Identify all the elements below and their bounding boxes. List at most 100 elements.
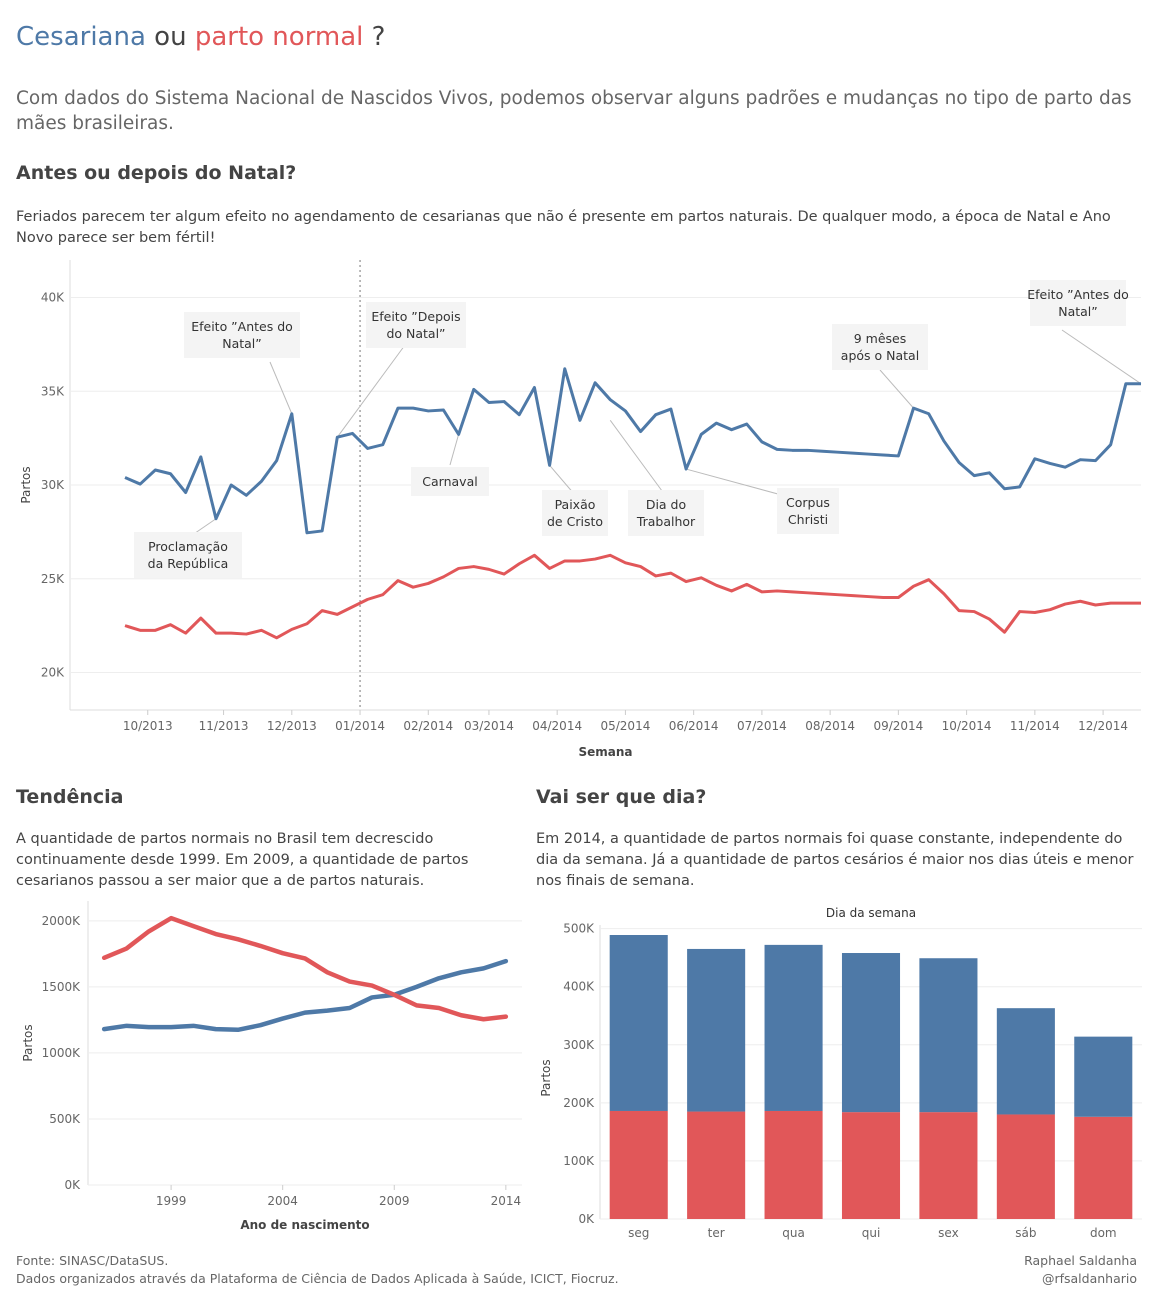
y-tick-label: 1000K	[42, 1046, 82, 1060]
bar-normal-qui	[841, 1112, 901, 1219]
annotation-text: Proclamação	[148, 539, 228, 554]
annotation-text: Dia do	[646, 497, 686, 512]
x-tick-label: 03/2014	[464, 719, 514, 733]
annotation-text: 9 mêses	[854, 331, 907, 346]
annotation-text: Trabalhor	[636, 514, 696, 529]
annotation-leader	[609, 420, 666, 496]
chart-title: Dia da semana	[826, 906, 916, 920]
annotation-leader	[336, 344, 406, 438]
annotation-text: Natal”	[222, 336, 262, 351]
series-line-normal	[101, 915, 509, 1022]
title-ou: ou	[145, 22, 195, 52]
y-tick-label: 200K	[563, 1096, 595, 1110]
annotation-box	[134, 532, 242, 578]
annotation-text: Efeito ”Depois	[371, 309, 460, 324]
page-title: Cesariana ou parto normal ?	[16, 22, 385, 52]
y-axis-title: Partos	[21, 1024, 35, 1061]
annotation-box	[411, 467, 489, 496]
x-tick-label: 11/2014	[1010, 719, 1060, 733]
annotation-box	[366, 302, 466, 348]
footer-source: Fonte: SINASC/DataSUS. Dados organizados…	[16, 1252, 619, 1288]
x-tick-label: ter	[708, 1226, 725, 1240]
annotation-text: Efeito ”Antes do	[191, 319, 293, 334]
annotation-text: após o Natal	[841, 348, 919, 363]
annotation-box	[184, 312, 300, 358]
section-title-weekly: Antes ou depois do Natal?	[16, 162, 297, 184]
x-tick-label: qui	[862, 1226, 881, 1240]
y-tick-label: 300K	[563, 1038, 595, 1052]
author-handle: @rfsaldanhario	[1041, 1271, 1137, 1286]
y-tick-label: 100K	[563, 1154, 595, 1168]
y-tick-label: 400K	[563, 980, 595, 994]
x-tick-label: 2014	[491, 1194, 522, 1208]
annotation-box	[1030, 280, 1126, 326]
author-name: Raphael Saldanha	[1024, 1253, 1137, 1268]
x-tick-label: dom	[1090, 1226, 1117, 1240]
annotation-text: Carnaval	[422, 474, 477, 489]
intro-text: Com dados do Sistema Nacional de Nascido…	[16, 88, 1132, 134]
annotation-leader	[1061, 329, 1142, 385]
x-tick-label: 11/2013	[199, 719, 249, 733]
title-question: ?	[363, 22, 386, 52]
x-tick-label: 2009	[379, 1194, 410, 1208]
series-line-cesarean	[101, 958, 509, 1033]
title-cesariana: Cesariana	[16, 22, 146, 52]
x-tick-label: 10/2013	[123, 719, 173, 733]
bar-cesarean-ter	[687, 948, 746, 1112]
annotation-box	[832, 324, 928, 370]
y-tick-label: 1500K	[42, 980, 82, 994]
bar-normal-qua	[764, 1110, 823, 1219]
title-parto-normal: parto normal	[194, 22, 364, 52]
annotation-text: Natal”	[1058, 304, 1098, 319]
y-tick-label: 25K	[41, 572, 65, 586]
section-desc-weekday: Em 2014, a quantidade de partos normais …	[536, 831, 1134, 889]
x-tick-label: sex	[938, 1226, 959, 1240]
x-tick-label: 05/2014	[600, 719, 650, 733]
y-tick-label: 20K	[41, 666, 65, 680]
x-tick-label: qua	[782, 1226, 805, 1240]
x-tick-label: 07/2014	[737, 719, 787, 733]
section-title-trend: Tendência	[16, 786, 124, 808]
annotation-text: Efeito ”Antes do	[1027, 287, 1129, 302]
bar-cesarean-sáb	[996, 1008, 1055, 1115]
bar-cesarean-dom	[1074, 1036, 1133, 1117]
bar-normal-dom	[1074, 1116, 1133, 1219]
x-tick-label: 06/2014	[669, 719, 719, 733]
annotation-box	[777, 488, 839, 534]
x-axis-title: Semana	[578, 745, 632, 759]
y-tick-label: 30K	[41, 478, 65, 492]
series-line-cesarean	[124, 367, 1141, 535]
x-tick-label: 02/2014	[403, 719, 453, 733]
x-tick-label: 01/2014	[335, 719, 385, 733]
x-tick-label: 04/2014	[532, 719, 582, 733]
weekday-chart: Dia da semana 0K 100K 200K 300K 400K 500K Parto…	[539, 906, 1142, 1240]
trend-chart: 0K 500K 1000K 1500K 2000K 1999 2004 2009 2014 Par…	[21, 901, 522, 1232]
annotation-text: Paixão	[555, 497, 596, 512]
annotation-leader	[269, 361, 293, 414]
bar-normal-sex	[919, 1112, 978, 1219]
y-tick-label: 2000K	[42, 914, 82, 928]
annotation-text: de Cristo	[547, 514, 603, 529]
bar-normal-seg	[609, 1110, 668, 1219]
annotation-leader	[879, 369, 914, 409]
x-tick-label: seg	[628, 1226, 649, 1240]
x-tick-label: 08/2014	[805, 719, 855, 733]
bar-cesarean-seg	[609, 935, 668, 1111]
bar-normal-sáb	[996, 1114, 1055, 1219]
x-tick-label: 12/2013	[267, 719, 317, 733]
bar-cesarean-qui	[841, 953, 901, 1113]
x-tick-label: 10/2014	[942, 719, 992, 733]
y-tick-label: 500K	[49, 1112, 81, 1126]
x-axis-title: Ano de nascimento	[240, 1218, 369, 1232]
section-desc-weekly: Feriados parecem ter algum efeito no age…	[16, 209, 1111, 246]
y-tick-label: 0K	[578, 1212, 595, 1226]
source-text: Fonte: SINASC/DataSUS.	[16, 1253, 169, 1268]
series-line-normal	[124, 553, 1141, 640]
y-tick-label: 35K	[41, 384, 65, 398]
annotation-leader	[449, 434, 460, 466]
x-tick-label: 1999	[156, 1194, 187, 1208]
annotation-text: Christi	[788, 512, 828, 527]
section-desc-trend: A quantidade de partos normais no Brasil…	[16, 831, 469, 889]
y-tick-label: 0K	[64, 1178, 81, 1192]
bar-cesarean-sex	[919, 958, 978, 1113]
